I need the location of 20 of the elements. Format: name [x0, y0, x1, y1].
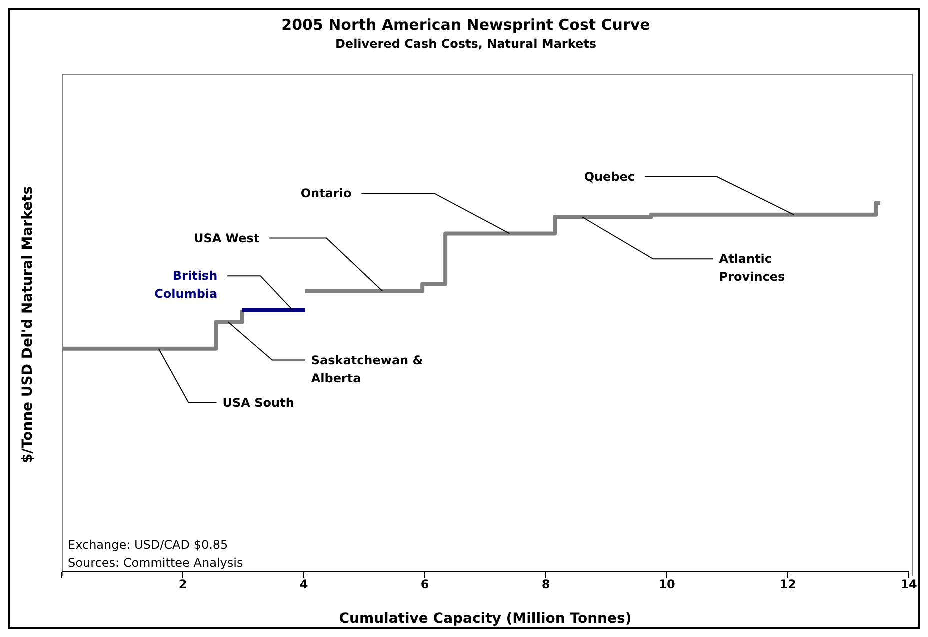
chart-subtitle: Delivered Cash Costs, Natural Markets: [334, 37, 598, 51]
x-tick-label: 14: [900, 578, 918, 592]
annotation: Sources: Committee Analysis: [68, 556, 244, 570]
x-tick-label: 4: [300, 578, 308, 592]
x-axis-title: Cumulative Capacity (Million Tonnes): [339, 611, 632, 627]
annotation: USA West: [194, 231, 260, 246]
text: British Columbia: [154, 269, 218, 302]
x-tick-label: 12: [780, 578, 796, 592]
x-tick-label: 2: [178, 578, 188, 592]
annotation: Exchange: USD/CAD $0.85: [68, 538, 228, 552]
annotation: Quebec: [584, 170, 636, 184]
chart-title: 2005 North American Newsprint Cost Curve: [280, 16, 652, 34]
y-axis-title: $/Tonne USD Del'd Natural Markets: [20, 186, 36, 464]
annotation: USA South: [222, 396, 294, 410]
annotation: Saskatchewan & Alberta: [311, 353, 424, 386]
annotation: Atlantic Provinces: [719, 252, 786, 284]
x-tick-label: 6: [420, 578, 430, 592]
x-tick-label: 8: [542, 578, 550, 592]
annotation: Ontario: [300, 186, 352, 201]
x-tick-label: 10: [658, 578, 676, 592]
